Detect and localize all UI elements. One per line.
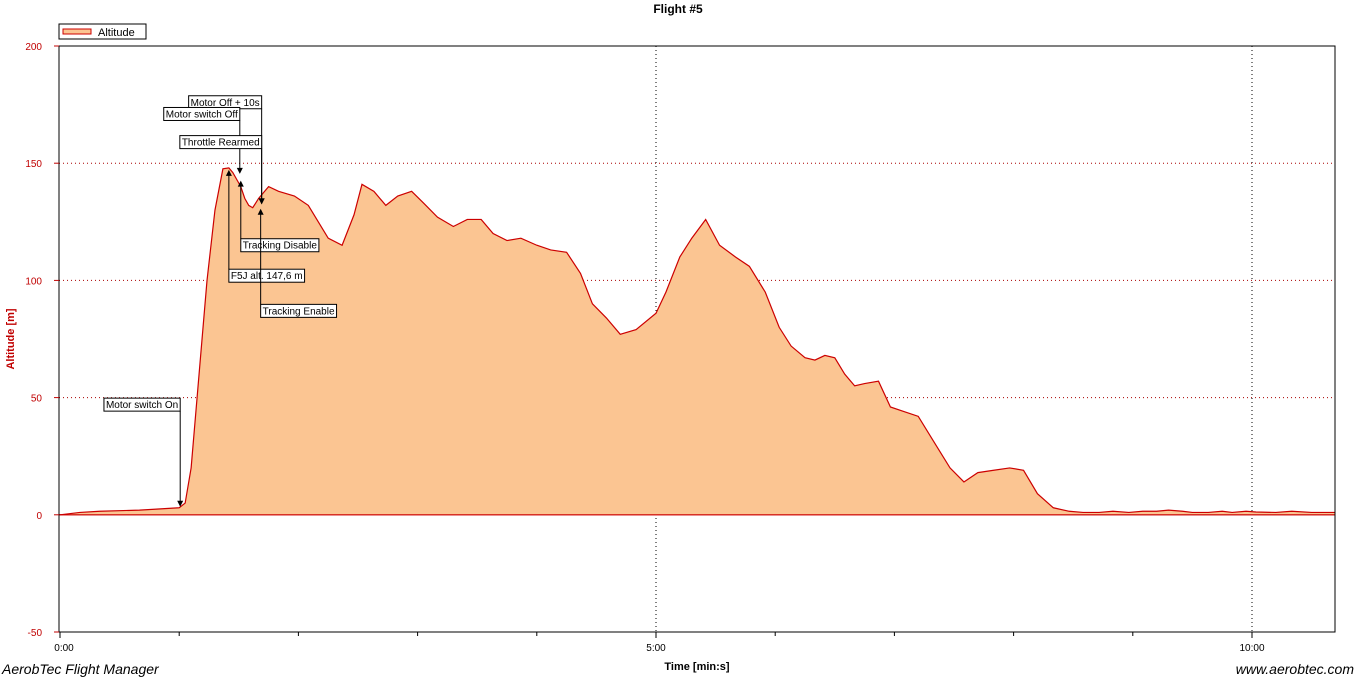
axis-layer: -50 0 50 100 150 200 0:00 5:00 10:00 [25,42,1336,654]
app-name: AerobTec Flight Manager [1,661,160,677]
annotation: Motor switch On [103,397,184,507]
annotation-arrow [177,500,184,507]
altitude-area [60,167,1336,515]
annotation-label: Tracking Enable [263,306,335,317]
y-tick-label: 100 [25,276,42,287]
plot-frame [58,45,1336,633]
annotation-label: F5J alt. 147,6 m [231,271,303,282]
y-tick-label: 150 [25,159,42,170]
y-tick-label: -50 [28,628,43,639]
y-tick-label: 0 [36,511,42,522]
annotation-box [103,397,181,412]
annotation: Tracking Enable [257,208,338,318]
area-layer [59,167,1336,516]
annotation-box [163,106,241,121]
legend-box [58,23,147,40]
annotation-box [260,303,338,318]
x-tick-label: 10:00 [1239,643,1264,654]
y-tick-label: 200 [25,42,42,53]
annotation-arrow [237,180,244,187]
annotation-label: Motor switch Off [166,109,238,120]
annotation-arrow [258,198,265,205]
chart-title: Flight #5 [653,2,703,16]
annotation-box [228,268,306,283]
annotation: Throttle Rearmed [179,135,265,205]
x-tick-label: 5:00 [646,643,666,654]
y-axis-label: Altitude [m] [5,308,17,369]
annotation-box [179,135,263,150]
annotation-label: Motor Off + 10s [191,98,260,109]
x-tick-label: 0:00 [54,643,74,654]
annotation: Motor switch Off [163,106,243,174]
website-label: www.aerobtec.com [1236,661,1355,677]
annotation: F5J alt. 147,6 m [225,169,306,283]
legend: Altitude [58,23,147,40]
annotation-arrow [257,208,264,215]
legend-entry-altitude: Altitude [98,27,135,39]
annotation-label: Tracking Disable [243,241,318,252]
altitude-line [59,167,1336,516]
annotation-label: Motor switch On [106,400,178,411]
x-axis-label: Time [min:s] [664,661,730,673]
annotation: Motor Off + 10s [188,95,265,205]
y-tick-label: 50 [31,394,43,405]
annotation-arrow [225,169,232,176]
annotation-label: Throttle Rearmed [182,138,260,149]
annotation-arrow [236,167,243,174]
legend-swatch [62,28,92,35]
